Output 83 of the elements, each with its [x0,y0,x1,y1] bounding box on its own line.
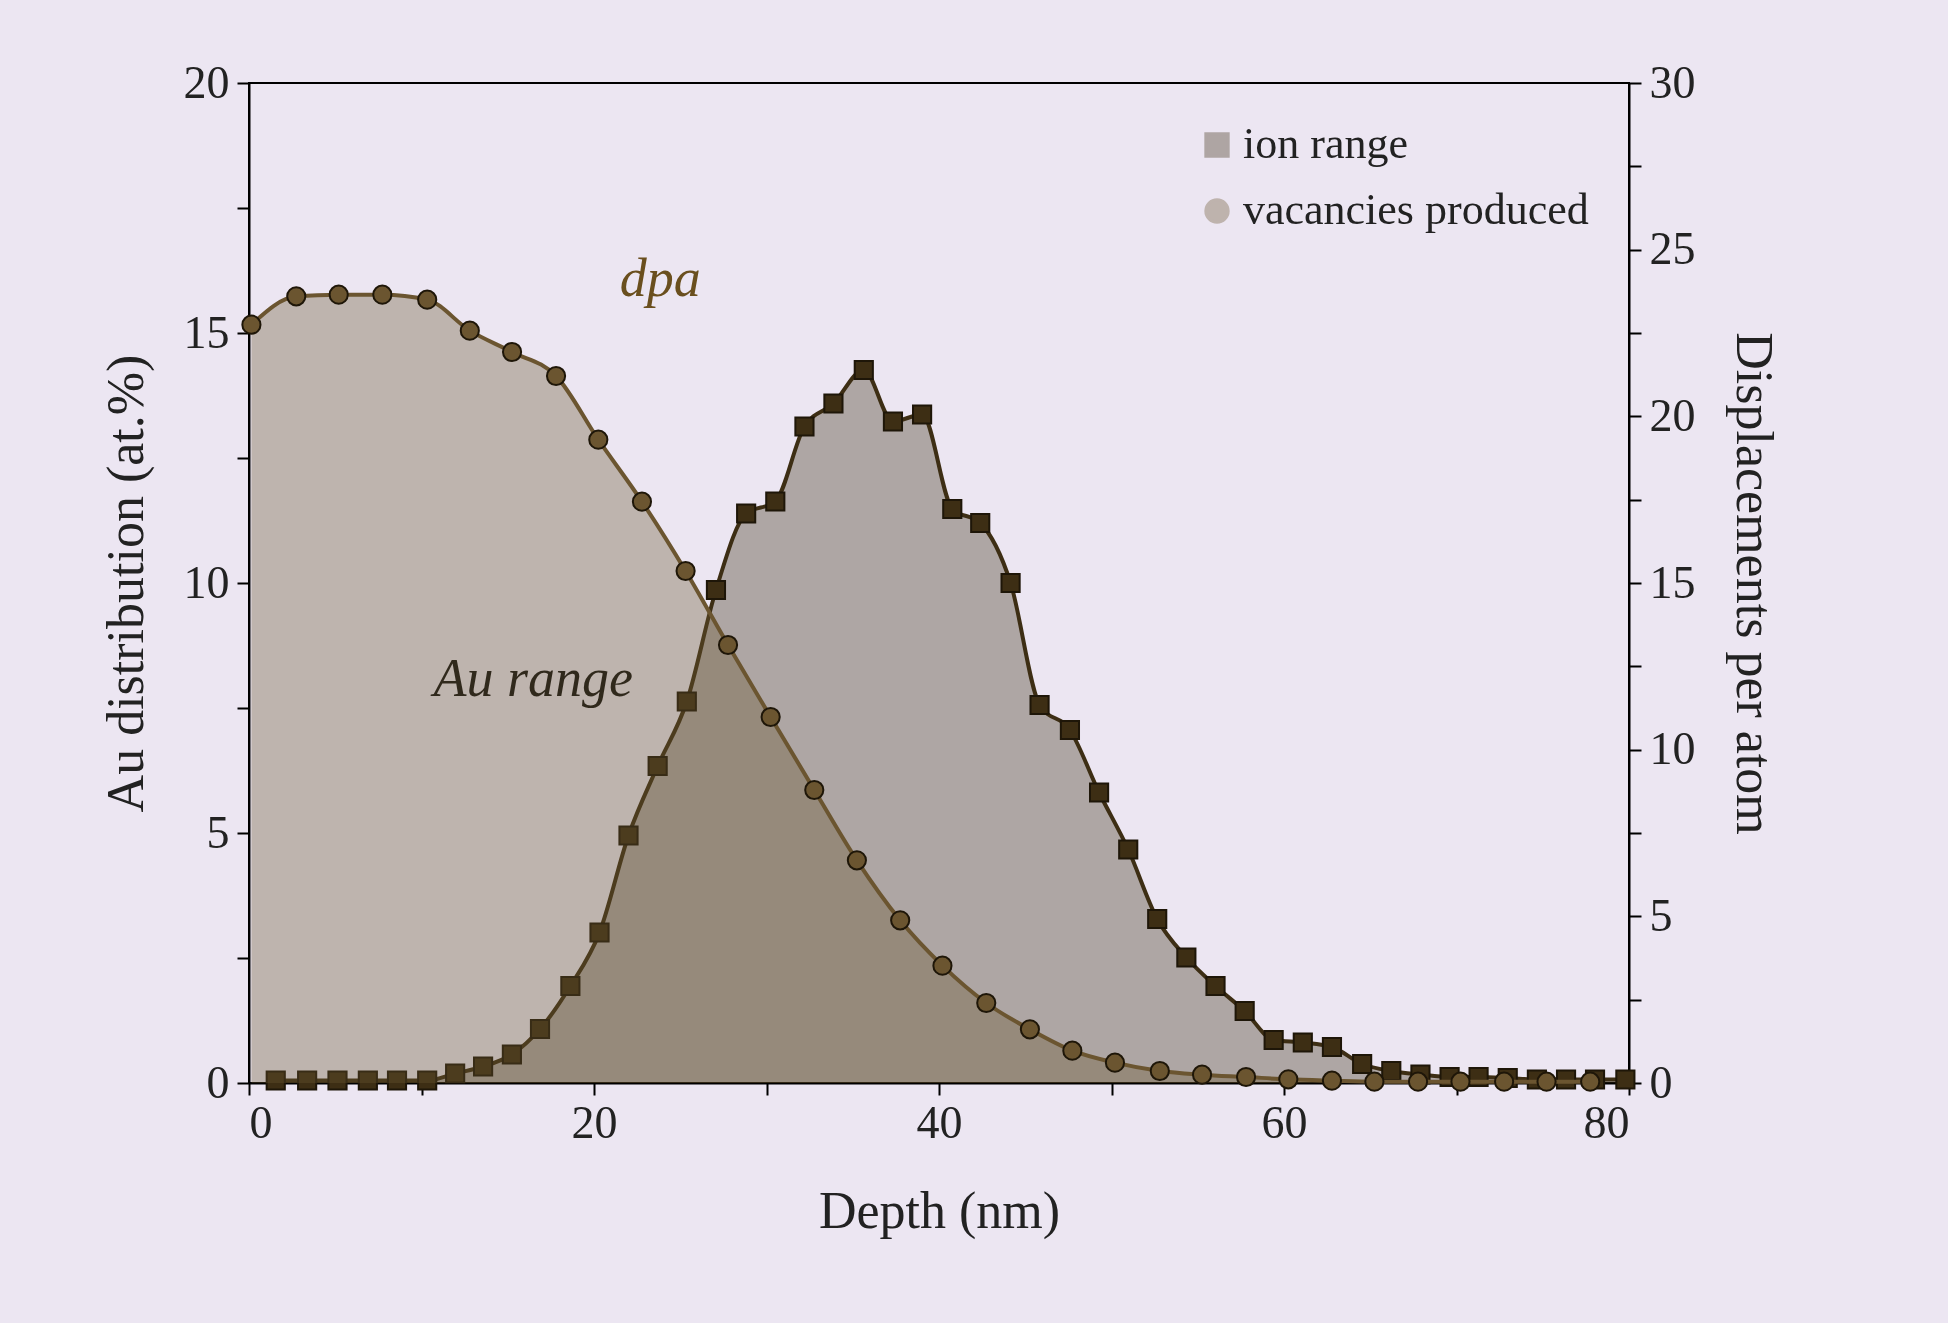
y2-tick-label: 0 [1649,1056,1673,1108]
point [1029,694,1050,716]
point [765,491,786,512]
x-tick-label: 60 [1261,1096,1308,1148]
point [1352,1053,1373,1075]
y2-tick-label: 30 [1649,56,1696,108]
point [1062,1040,1083,1061]
point [676,691,697,712]
point [631,491,653,512]
point [588,429,609,450]
point [589,922,610,943]
point [705,579,727,601]
point [618,825,639,846]
point [297,1070,318,1091]
point [501,1044,522,1065]
y-axis-title: Au distribution (at.%) [96,354,155,813]
point [882,411,904,432]
x-tick-label: 20 [571,1096,618,1148]
point [804,779,825,801]
point [417,289,438,310]
point [1615,1069,1636,1090]
point [647,755,668,777]
annotation: dpa [619,248,701,308]
y-tick-label: 20 [183,56,230,108]
y2-tick-label: 25 [1649,223,1696,275]
point [853,359,874,381]
point [1292,1032,1313,1053]
point [417,1070,438,1091]
point [1176,947,1197,968]
point [445,1063,466,1084]
point [970,512,991,534]
point [890,910,911,931]
point [675,560,696,582]
point [545,365,567,387]
point [823,393,844,414]
point [1263,1029,1284,1051]
point [1381,1060,1402,1082]
point [1205,975,1226,997]
point [529,1018,551,1040]
y2-tick-label: 20 [1649,389,1696,441]
y-tick-label: 5 [206,806,230,858]
point [459,320,480,341]
point [1118,839,1139,860]
point [912,404,933,425]
point [794,416,815,437]
y-tick-label: 0 [206,1056,230,1108]
point [560,975,581,997]
point [1580,1071,1601,1092]
y-tick-label: 15 [183,306,230,358]
legend-label: vacancies produced [1243,185,1589,234]
point [932,955,953,976]
point [1321,1036,1343,1058]
point [501,341,523,363]
x-tick-label: 40 [916,1096,963,1148]
point [760,706,781,728]
point [1089,782,1110,803]
point [386,1070,408,1091]
point [976,992,997,1014]
y2-axis-title: Displacements per atom [1725,332,1783,835]
y-tick-label: 10 [183,556,230,608]
point [1019,1019,1040,1040]
point [357,1070,378,1091]
x-tick-label: 0 [249,1096,273,1148]
legend-label: ion range [1243,119,1408,168]
point [473,1056,494,1077]
y2-tick-label: 5 [1649,889,1673,941]
point [1104,1052,1126,1073]
point [736,503,757,524]
point [1000,572,1021,594]
point [717,634,739,656]
y2-tick-label: 10 [1649,723,1696,775]
annotation: Au range [430,648,634,708]
x-axis-title: Depth (nm) [818,1181,1061,1240]
x-tick-label: 80 [1583,1096,1630,1148]
point [1147,908,1168,930]
point [327,1070,348,1091]
point [1234,1000,1255,1022]
point [846,850,867,871]
y2-tick-label: 15 [1649,556,1696,608]
point [1059,719,1081,741]
point [241,314,262,335]
point [265,1070,286,1091]
point [942,498,963,520]
